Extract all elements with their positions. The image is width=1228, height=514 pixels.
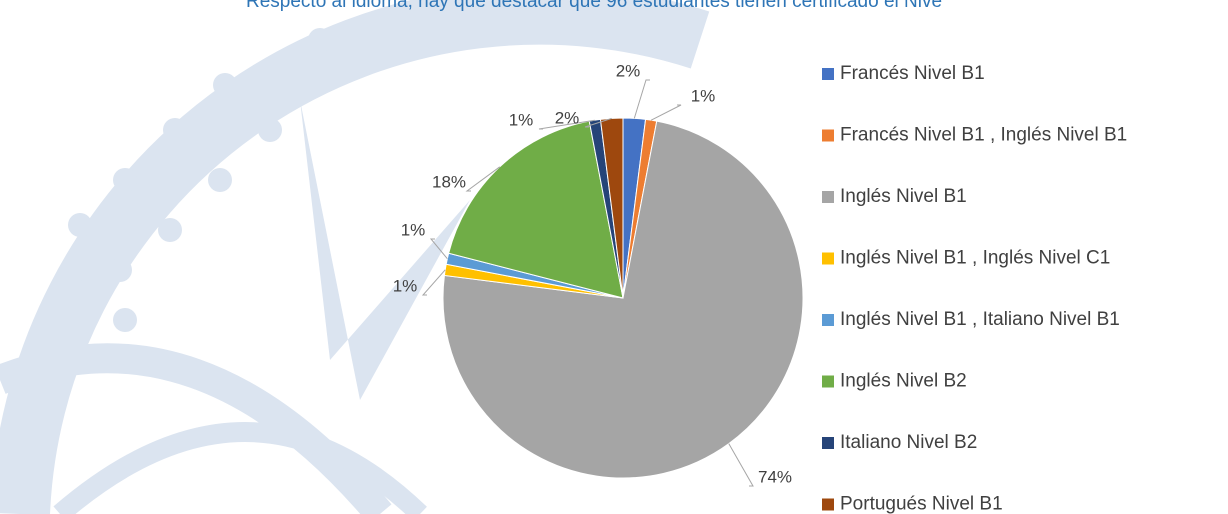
legend-swatch (822, 68, 834, 80)
data-label: 18% (432, 172, 466, 191)
legend-swatch (822, 191, 834, 203)
data-label: 1% (691, 86, 716, 105)
legend-label: Inglés Nivel B1 (840, 186, 967, 207)
chart: Respecto al idioma, hay que destacar que… (0, 0, 1228, 514)
data-label: 74% (758, 467, 792, 486)
legend-swatch (822, 499, 834, 511)
leader-line (634, 80, 650, 118)
legend-label: Italiano Nivel B2 (840, 432, 977, 453)
data-label: 1% (509, 110, 534, 129)
data-label: 1% (401, 220, 426, 239)
legend-swatch (822, 376, 834, 388)
page: {"chart_data": {"type": "pie", "subtitle… (0, 0, 1228, 514)
legend-label: Inglés Nivel B1 , Inglés Nivel C1 (840, 248, 1110, 269)
data-label: 2% (616, 61, 641, 80)
leader-line (651, 105, 681, 120)
legend-label: Inglés Nivel B2 (840, 371, 967, 392)
legend-label: Francés Nivel B1 , Inglés Nivel B1 (840, 125, 1127, 146)
legend-label: Inglés Nivel B1 , Italiano Nivel B1 (840, 309, 1120, 330)
legend-label: Portugués Nivel B1 (840, 494, 1003, 514)
legend-swatch (822, 253, 834, 265)
legend-label: Francés Nivel B1 (840, 63, 985, 84)
subtitle: Respecto al idioma, hay que destacar que… (246, 0, 942, 12)
legend-swatch (822, 130, 834, 142)
data-label: 1% (393, 276, 418, 295)
legend-swatch (822, 437, 834, 449)
legend-swatch (822, 314, 834, 326)
data-label: 2% (555, 108, 580, 127)
leader-line (729, 444, 753, 486)
